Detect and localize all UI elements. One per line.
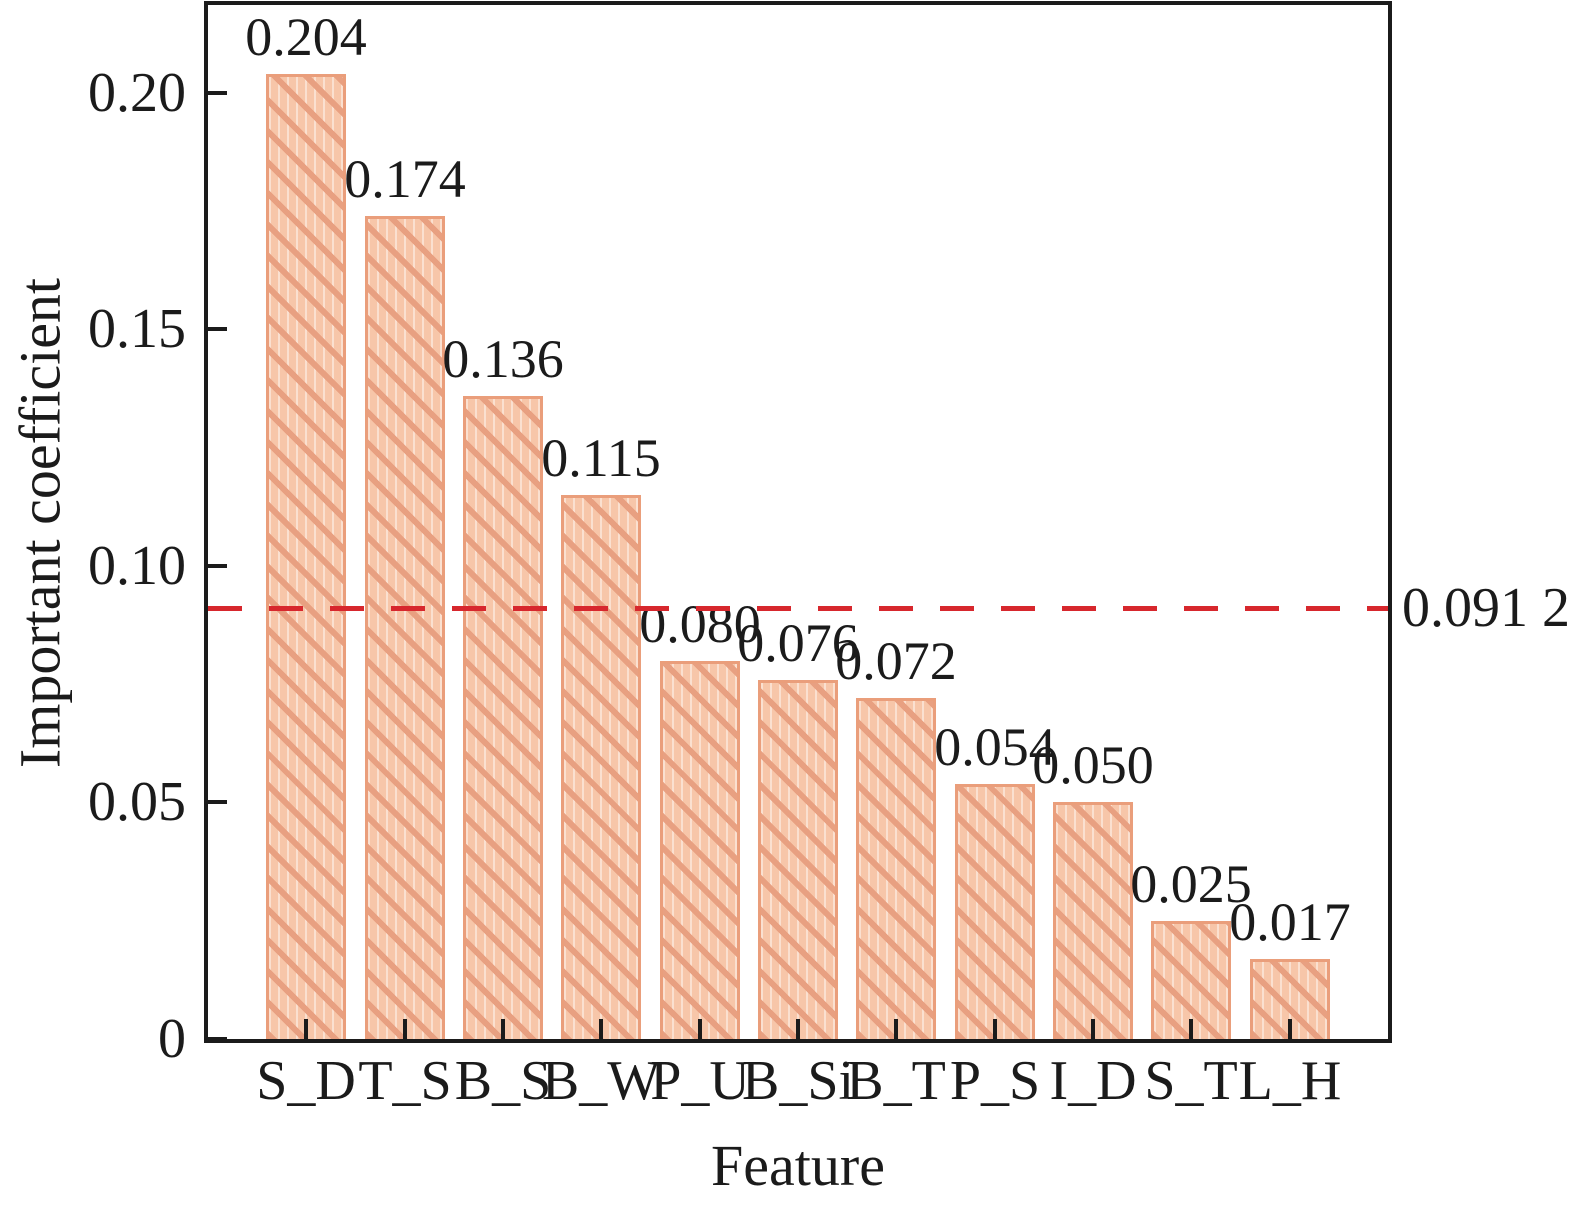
x-category-label-S_D: S_D: [256, 1050, 356, 1112]
bar-T_S: [365, 216, 445, 1039]
bar-B_S: [463, 396, 543, 1039]
bar-P_S: [955, 784, 1035, 1039]
x-tick-P_S: [993, 1019, 997, 1039]
x-tick-L_H: [1288, 1019, 1292, 1039]
y-tick-label-0.05: 0.05: [88, 771, 186, 833]
bar-value-label-P_U: 0.080: [639, 594, 761, 655]
bar-value-label-S_T: 0.025: [1130, 854, 1252, 915]
bar-value-label-B_T: 0.072: [835, 631, 957, 692]
bar-value-label-B_S: 0.136: [442, 329, 564, 390]
x-tick-P_U: [698, 1019, 702, 1039]
bar-value-label-S_D: 0.204: [245, 7, 367, 68]
x-category-label-I_D: I_D: [1049, 1050, 1137, 1112]
y-tick-label-0.10: 0.10: [88, 535, 186, 597]
bar-B_T: [856, 698, 936, 1039]
bar-B_W: [561, 495, 641, 1039]
bar-value-label-T_S: 0.174: [344, 149, 466, 210]
bar-value-label-L_H: 0.017: [1229, 892, 1351, 953]
x-axis-title: Feature: [711, 1133, 885, 1198]
x-category-label-T_S: T_S: [358, 1050, 452, 1112]
x-category-label-P_S: P_S: [949, 1050, 1041, 1112]
y-tick-label-0: 0: [158, 1008, 186, 1070]
x-tick-I_D: [1091, 1019, 1095, 1039]
x-tick-S_T: [1189, 1019, 1193, 1039]
y-tick-0: [208, 1037, 227, 1041]
y-tick-label-0.20: 0.20: [88, 62, 186, 124]
x-tick-B_S: [501, 1019, 505, 1039]
bar-B_Si: [758, 680, 838, 1039]
y-tick-0.10: [208, 564, 227, 568]
bar-value-label-B_Si: 0.076: [737, 613, 859, 674]
bar-P_U: [660, 661, 740, 1039]
threshold-dashed-line: [208, 606, 1388, 611]
y-tick-0.20: [208, 91, 227, 95]
x-tick-S_D: [304, 1019, 308, 1039]
x-category-label-P_U: P_U: [650, 1050, 750, 1112]
x-tick-B_T: [894, 1019, 898, 1039]
y-tick-label-0.15: 0.15: [88, 298, 186, 360]
x-category-label-B_Si: B_Si: [741, 1050, 855, 1112]
bar-value-label-P_S: 0.054: [934, 717, 1056, 778]
x-tick-B_W: [599, 1019, 603, 1039]
x-tick-B_Si: [796, 1019, 800, 1039]
x-category-label-B_T: B_T: [846, 1050, 946, 1112]
x-category-label-S_T: S_T: [1144, 1050, 1238, 1112]
bar-S_D: [266, 74, 346, 1039]
bar-I_D: [1053, 802, 1133, 1039]
threshold-value-label: 0.091 2: [1402, 577, 1570, 639]
bar-value-label-B_W: 0.115: [541, 428, 661, 489]
bar-value-label-I_D: 0.050: [1032, 735, 1154, 796]
x-category-label-L_H: L_H: [1238, 1050, 1342, 1112]
y-tick-0.15: [208, 327, 227, 331]
x-category-label-B_S: B_S: [454, 1050, 552, 1112]
y-tick-0.05: [208, 800, 227, 804]
x-category-label-B_W: B_W: [541, 1050, 661, 1112]
plot-area: 0.204 0.174 0.136 0.115 0.080 0.076 0.072 0.054…: [204, 1, 1392, 1043]
x-tick-T_S: [403, 1019, 407, 1039]
